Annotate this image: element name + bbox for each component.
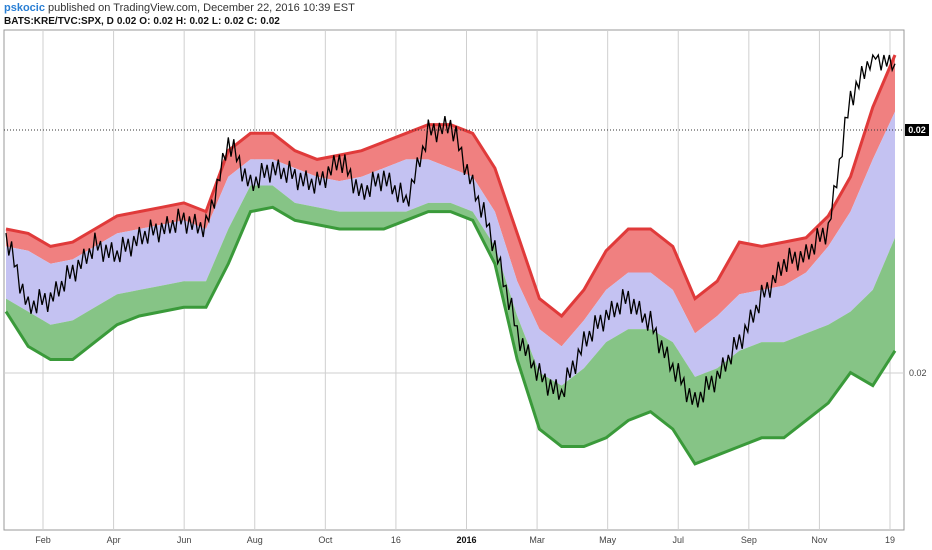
x-tick-label: Oct: [318, 535, 333, 545]
high-label: H:: [175, 16, 187, 27]
x-tick-label: Aug: [247, 535, 263, 545]
x-tick-label: Mar: [529, 535, 545, 545]
y-axis: 0.02: [909, 368, 927, 378]
x-tick-label: May: [599, 535, 617, 545]
price-line: [5, 53, 896, 408]
close-value: 0.02: [260, 16, 280, 27]
last-price-tag: [905, 124, 929, 136]
author-link[interactable]: pskocic: [4, 2, 45, 14]
x-tick-label: Nov: [811, 535, 828, 545]
open-value: 0.02: [153, 16, 173, 27]
low-value: 0.02: [224, 16, 244, 27]
x-tick-label: Feb: [35, 535, 51, 545]
publish-header: pskocic published on TradingView.com, De…: [4, 2, 355, 14]
symbol-label[interactable]: BATS:KRE/TVC:SPX, D: [4, 16, 114, 27]
x-tick-label: 2016: [456, 535, 476, 545]
middle-band-fill: [6, 111, 895, 386]
lower-band-line: [4, 205, 897, 466]
x-tick-label: 19: [885, 535, 895, 545]
x-tick-label: Sep: [741, 535, 757, 545]
chart-frame: [3, 29, 905, 531]
bands: [4, 54, 897, 466]
low-label: L:: [211, 16, 222, 27]
x-tick-label: 16: [391, 535, 401, 545]
close-label: C:: [246, 16, 258, 27]
x-tick-label: Jul: [672, 535, 684, 545]
price-series: [5, 53, 896, 408]
x-tick-label: Jun: [177, 535, 192, 545]
y-tick-label: 0.02: [909, 368, 927, 378]
published-text: published on TradingView.com, December 2…: [48, 2, 355, 14]
ohlc-legend: BATS:KRE/TVC:SPX, D 0.02 O: 0.02 H: 0.02 L: 0.0…: [4, 16, 283, 27]
x-axis: Feb Apr Jun Aug Oct 16 2016 Mar May Jul Sep Nov 19: [35, 535, 895, 545]
symbol-value: 0.02: [116, 16, 137, 27]
high-value: 0.02: [189, 16, 209, 27]
last-price-label: 0.02: [908, 125, 926, 135]
lower-band-fill: [6, 185, 895, 464]
upper-band-fill: [6, 55, 895, 347]
x-tick-label: Apr: [107, 535, 121, 545]
open-label: O:: [139, 16, 151, 27]
